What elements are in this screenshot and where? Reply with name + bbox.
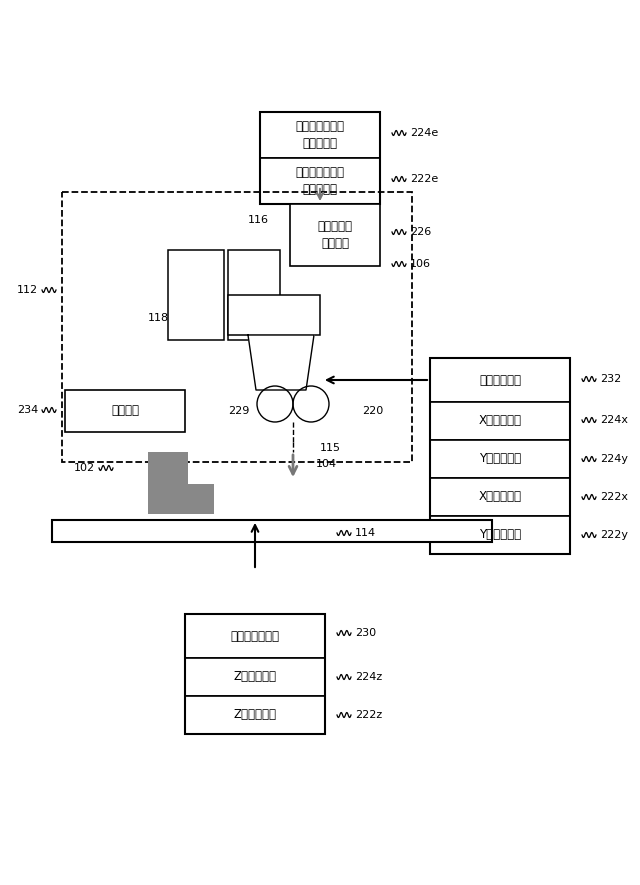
- Bar: [185, 658, 325, 696]
- Text: フィラメン
ト供給部: フィラメン ト供給部: [317, 220, 353, 250]
- Text: 220: 220: [362, 406, 383, 416]
- Text: Z速度センサ: Z速度センサ: [234, 671, 276, 683]
- Text: Y電流センサ: Y電流センサ: [479, 528, 521, 542]
- Bar: [52, 520, 492, 542]
- Bar: [290, 204, 380, 266]
- Bar: [228, 295, 320, 335]
- Bar: [62, 192, 412, 462]
- Text: Y速度センサ: Y速度センサ: [479, 452, 521, 466]
- Text: 224e: 224e: [410, 128, 438, 138]
- Text: Z電流センサ: Z電流センサ: [234, 709, 276, 721]
- Text: 116: 116: [248, 215, 269, 225]
- Text: プレート駆動部: プレート駆動部: [230, 629, 280, 643]
- Text: 230: 230: [355, 628, 376, 638]
- Text: 102: 102: [74, 463, 95, 473]
- Bar: [260, 112, 380, 158]
- Text: 226: 226: [410, 227, 431, 237]
- Text: 104: 104: [316, 459, 337, 469]
- Text: 234: 234: [17, 405, 38, 415]
- Bar: [185, 614, 325, 734]
- Bar: [430, 402, 570, 440]
- Text: 224x: 224x: [600, 415, 628, 425]
- Bar: [430, 440, 570, 478]
- Bar: [430, 516, 570, 554]
- Text: ヘッド駆動部: ヘッド駆動部: [479, 373, 521, 387]
- Text: エクストルーダ
電流センサ: エクストルーダ 電流センサ: [296, 166, 344, 196]
- Bar: [228, 250, 280, 340]
- Text: X速度センサ: X速度センサ: [479, 414, 522, 427]
- Bar: [65, 390, 185, 432]
- Bar: [168, 250, 224, 340]
- Text: 114: 114: [355, 528, 376, 538]
- Bar: [185, 614, 325, 658]
- Text: 222y: 222y: [600, 530, 628, 540]
- Bar: [430, 478, 570, 516]
- Polygon shape: [248, 335, 314, 390]
- Text: エクストルーダ
速度センサ: エクストルーダ 速度センサ: [296, 120, 344, 150]
- Text: 112: 112: [17, 285, 38, 295]
- Bar: [260, 112, 380, 204]
- Text: 229: 229: [228, 406, 250, 416]
- Bar: [430, 358, 570, 402]
- Bar: [260, 158, 380, 204]
- Bar: [148, 452, 188, 484]
- Text: 撮像装置: 撮像装置: [111, 404, 139, 418]
- Bar: [430, 358, 570, 554]
- Text: 222x: 222x: [600, 492, 628, 502]
- Text: 224y: 224y: [600, 454, 628, 464]
- Text: 222e: 222e: [410, 174, 438, 184]
- Text: 106: 106: [410, 259, 431, 269]
- Text: 232: 232: [600, 374, 621, 384]
- Bar: [185, 696, 325, 734]
- Text: 118: 118: [148, 313, 169, 323]
- Text: 224z: 224z: [355, 672, 382, 682]
- Bar: [148, 484, 214, 514]
- Text: 222z: 222z: [355, 710, 382, 720]
- Text: X電流センサ: X電流センサ: [479, 490, 522, 504]
- Text: 115: 115: [320, 443, 341, 453]
